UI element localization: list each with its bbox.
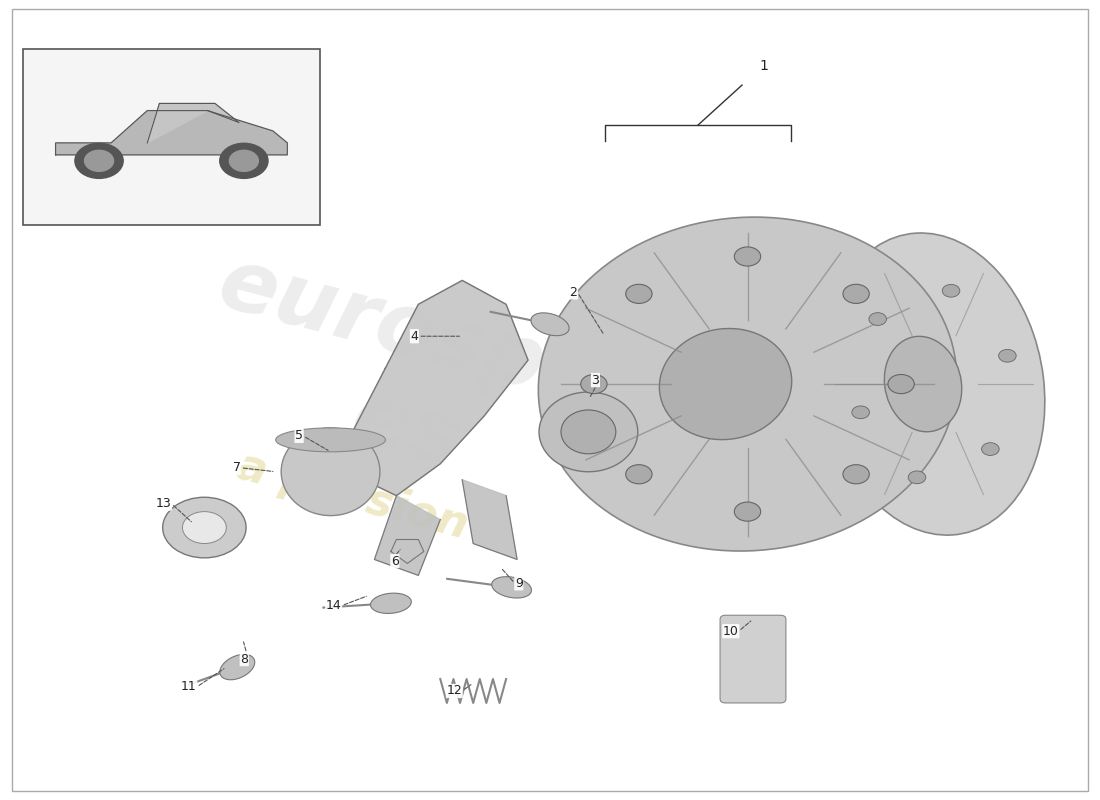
Polygon shape bbox=[390, 539, 424, 563]
Circle shape bbox=[183, 512, 227, 543]
Bar bbox=[23, 50, 320, 225]
Circle shape bbox=[75, 143, 123, 178]
Ellipse shape bbox=[492, 577, 531, 598]
Text: 3: 3 bbox=[592, 374, 600, 386]
Text: 7: 7 bbox=[232, 462, 241, 474]
Ellipse shape bbox=[823, 233, 1045, 535]
Circle shape bbox=[869, 313, 887, 326]
Text: 11: 11 bbox=[180, 681, 197, 694]
Circle shape bbox=[843, 284, 869, 303]
Text: 14: 14 bbox=[326, 599, 341, 612]
Ellipse shape bbox=[561, 410, 616, 454]
Circle shape bbox=[581, 374, 607, 394]
Text: 12: 12 bbox=[447, 685, 462, 698]
Ellipse shape bbox=[531, 313, 569, 336]
Circle shape bbox=[888, 374, 914, 394]
Circle shape bbox=[626, 284, 652, 303]
Circle shape bbox=[909, 471, 926, 484]
Text: 2: 2 bbox=[570, 286, 578, 299]
Text: 4: 4 bbox=[410, 330, 418, 342]
Text: 9: 9 bbox=[515, 577, 522, 590]
Circle shape bbox=[843, 465, 869, 484]
Polygon shape bbox=[462, 480, 517, 559]
Text: 13: 13 bbox=[156, 497, 172, 510]
Text: 8: 8 bbox=[240, 653, 249, 666]
Text: 5: 5 bbox=[295, 430, 304, 442]
Text: 6: 6 bbox=[390, 554, 399, 567]
Text: eurospar
es: eurospar es bbox=[185, 242, 651, 526]
Ellipse shape bbox=[371, 593, 411, 614]
Text: 1: 1 bbox=[759, 59, 769, 73]
Circle shape bbox=[735, 502, 761, 521]
Ellipse shape bbox=[539, 392, 638, 472]
Circle shape bbox=[981, 442, 999, 455]
Circle shape bbox=[999, 350, 1016, 362]
Circle shape bbox=[735, 247, 761, 266]
Text: since 1985: since 1985 bbox=[630, 238, 953, 370]
Circle shape bbox=[851, 406, 869, 418]
Circle shape bbox=[230, 150, 258, 171]
Ellipse shape bbox=[884, 336, 961, 432]
Circle shape bbox=[85, 150, 113, 171]
Polygon shape bbox=[352, 281, 528, 496]
Circle shape bbox=[943, 284, 960, 297]
Circle shape bbox=[626, 465, 652, 484]
FancyBboxPatch shape bbox=[720, 615, 785, 703]
Ellipse shape bbox=[276, 428, 385, 452]
Text: a passion: a passion bbox=[232, 444, 473, 547]
Polygon shape bbox=[374, 496, 440, 575]
Ellipse shape bbox=[659, 329, 792, 440]
Text: 10: 10 bbox=[723, 625, 739, 638]
Ellipse shape bbox=[282, 428, 380, 515]
Polygon shape bbox=[56, 110, 287, 155]
Ellipse shape bbox=[220, 654, 255, 680]
Ellipse shape bbox=[538, 217, 957, 551]
Circle shape bbox=[220, 143, 268, 178]
Circle shape bbox=[163, 498, 246, 558]
Polygon shape bbox=[147, 103, 239, 143]
